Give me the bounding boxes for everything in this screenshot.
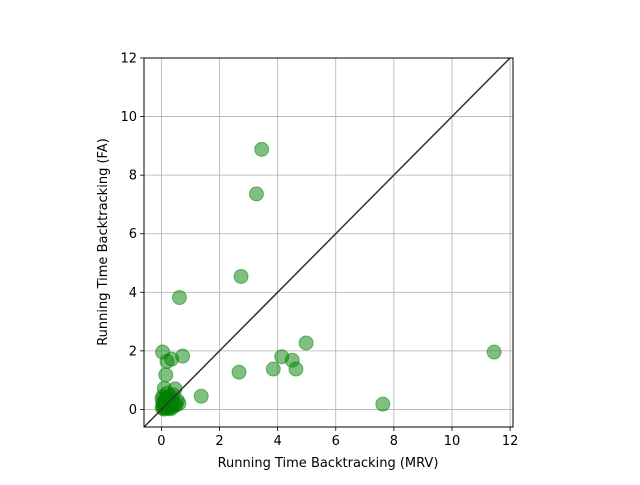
x-tick-label: 0 [157,434,165,449]
identity-line [143,57,511,428]
x-tick-label: 4 [274,434,282,449]
y-tick-label: 6 [129,227,137,242]
ticks: 0 2 4 6 8 10 12 0 2 4 6 8 10 12 [120,52,518,450]
y-tick-label: 8 [129,169,137,184]
x-tick-label: 10 [444,434,461,449]
y-axis-label: Running Time Backtracking (FA) [96,138,111,346]
data-point [486,344,502,360]
y-tick-label: 12 [120,52,137,67]
y-tick-label: 0 [129,403,137,418]
y-tick-label: 2 [129,344,137,359]
data-point [193,388,209,404]
data-point [158,367,174,383]
data-point [375,396,391,412]
data-point [254,141,270,157]
data-point [171,290,187,306]
y-tick-label: 4 [129,286,137,301]
axes-frame [143,57,514,428]
data-point [159,353,175,369]
data-points [154,141,502,417]
data-point [233,268,249,284]
x-tick-label: 12 [502,434,519,449]
x-axis-label: Running Time Backtracking (MRV) [218,456,439,471]
data-point [298,335,314,351]
data-point [231,364,247,380]
x-tick-label: 2 [215,434,223,449]
data-point [288,361,304,377]
reference-line [143,57,511,428]
plot-frame [143,57,514,428]
y-tick-label: 10 [120,110,137,125]
x-tick-label: 6 [332,434,340,449]
x-tick-label: 8 [390,434,398,449]
data-point [248,186,264,202]
data-point [265,361,281,377]
